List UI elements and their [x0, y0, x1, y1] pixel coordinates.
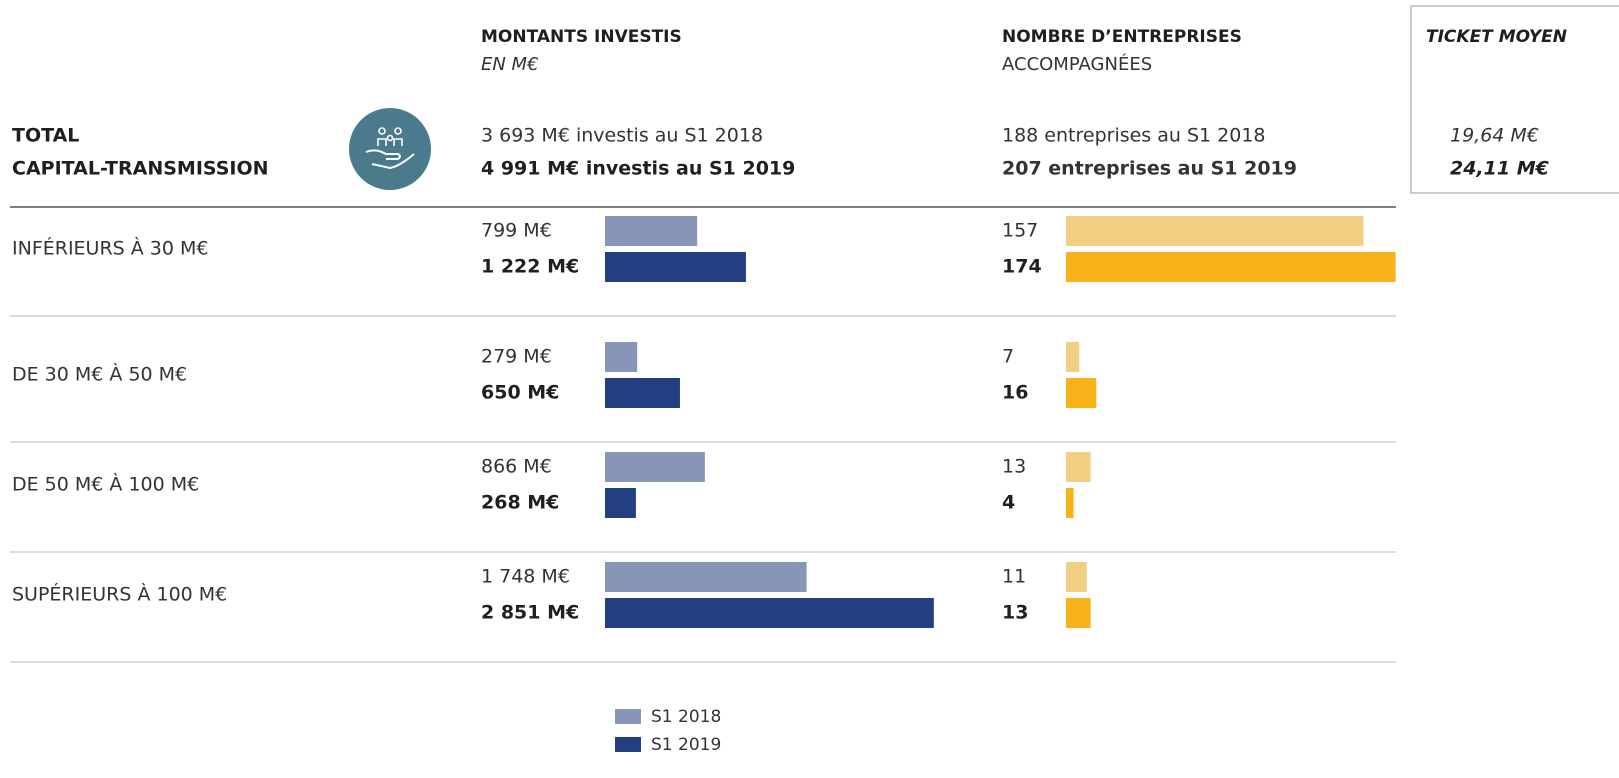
row-label: DE 30 M€ À 50 M€ [12, 363, 187, 386]
value-label: 866 M€ [481, 456, 552, 478]
value-label: 7 [1002, 346, 1014, 368]
bar [605, 598, 934, 628]
value-label: 279 M€ [481, 346, 552, 368]
header: TICKET MOYEN [1426, 27, 1567, 47]
subheader: EN M€ [481, 54, 539, 75]
value-label: 16 [1002, 382, 1028, 404]
bar [1066, 452, 1091, 482]
bar [605, 562, 807, 592]
bar [605, 378, 680, 408]
bar [605, 216, 698, 246]
ticket-box [1410, 5, 1619, 194]
bar [1066, 252, 1396, 282]
total-ticket: 19,64 M€ [1450, 125, 1539, 147]
total-amount: 4 991 M€ investis au S1 2019 [481, 158, 795, 180]
value-label: 1 222 M€ [481, 256, 579, 278]
row-label: SUPÉRIEURS À 100 M€ [12, 583, 227, 606]
bar [605, 252, 746, 282]
total-amount: 3 693 M€ investis au S1 2018 [481, 125, 763, 147]
bar [1066, 598, 1091, 628]
value-label: 13 [1002, 602, 1028, 624]
bar [1066, 216, 1364, 246]
row-label: INFÉRIEURS À 30 M€ [12, 237, 209, 260]
value-label: 13 [1002, 456, 1026, 478]
legend-swatch [615, 737, 641, 752]
legend-label: S1 2018 [651, 707, 721, 727]
icon [349, 108, 431, 190]
total-companies: 207 entreprises au S1 2019 [1002, 158, 1297, 180]
header: MONTANTS INVESTIS [481, 27, 682, 47]
bar [1066, 342, 1080, 372]
value-label: 157 [1002, 220, 1038, 242]
value-label: 4 [1002, 492, 1015, 514]
bar [605, 488, 636, 518]
legend-label: S1 2019 [651, 735, 721, 755]
bar [1066, 562, 1087, 592]
total-label: CAPITAL-TRANSMISSION [12, 158, 269, 180]
value-label: 1 748 M€ [481, 566, 570, 588]
value-label: 2 851 M€ [481, 602, 579, 624]
header: NOMBRE D’ENTREPRISES [1002, 27, 1242, 47]
subheader: ACCOMPAGNÉES [1002, 53, 1152, 75]
total-ticket: 24,11 M€ [1450, 158, 1550, 180]
bar [605, 342, 638, 372]
total-label: TOTAL [12, 125, 79, 147]
legend-swatch [615, 709, 641, 724]
total-companies: 188 entreprises au S1 2018 [1002, 125, 1266, 147]
value-label: 174 [1002, 256, 1042, 278]
value-label: 268 M€ [481, 492, 559, 514]
value-label: 11 [1002, 566, 1026, 588]
value-label: 650 M€ [481, 382, 559, 404]
bar [1066, 378, 1097, 408]
row-label: DE 50 M€ À 100 M€ [12, 473, 199, 496]
bar [1066, 488, 1074, 518]
bar [605, 452, 705, 482]
value-label: 799 M€ [481, 220, 552, 242]
